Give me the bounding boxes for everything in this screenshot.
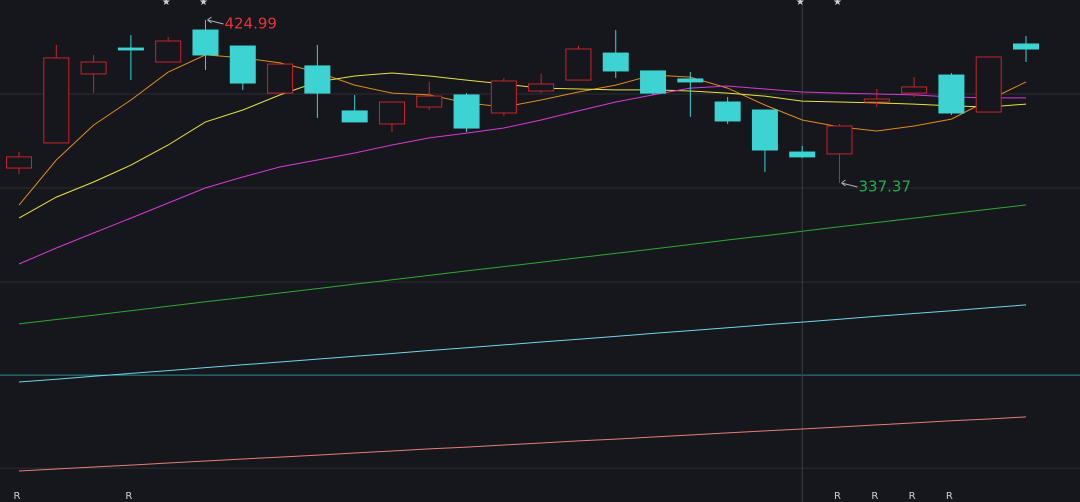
bottom-marker: R <box>909 491 916 502</box>
candle-body <box>267 63 294 94</box>
candle-body <box>826 125 853 155</box>
candle-body <box>528 83 555 92</box>
annotation-label: 337.37 <box>859 177 912 195</box>
bottom-marker: R <box>125 491 132 502</box>
annotation-label: 424.99 <box>224 14 277 32</box>
candle-body <box>453 94 480 129</box>
top-marker: ★ <box>162 0 171 8</box>
candle-body <box>565 48 592 81</box>
annotation-arrow <box>841 179 858 188</box>
ma-line <box>18 204 1027 325</box>
candle-body <box>714 101 741 122</box>
annotation-arrow <box>207 16 224 25</box>
candle-body <box>677 78 704 83</box>
candle-body <box>80 61 107 75</box>
candle-body <box>602 52 629 72</box>
candle-body <box>304 65 331 94</box>
ma-line <box>18 416 1027 472</box>
top-marker: ★ <box>833 0 842 8</box>
candle-body <box>117 47 144 51</box>
candle-body <box>378 101 405 125</box>
candle-body <box>1013 43 1039 50</box>
candle-body <box>901 86 928 94</box>
candle-body <box>43 57 70 144</box>
candle-body <box>938 74 965 114</box>
ma-line <box>18 72 1027 219</box>
candle-body <box>975 56 1002 113</box>
candle-body <box>155 40 182 63</box>
bottom-marker: R <box>834 491 841 502</box>
candle-body <box>416 95 443 108</box>
candle-body <box>6 156 32 169</box>
candle-body <box>789 151 816 158</box>
ma-line <box>18 85 1026 265</box>
candle-body <box>229 45 256 84</box>
top-marker: ★ <box>796 0 805 8</box>
bottom-marker: R <box>871 491 878 502</box>
bottom-marker: R <box>946 491 953 502</box>
candle-body <box>490 80 517 114</box>
candle-body <box>863 98 890 103</box>
candle-body <box>341 110 368 123</box>
bottom-marker: R <box>14 491 21 502</box>
candle-body <box>192 29 219 56</box>
candle-body <box>640 70 667 94</box>
ma-line <box>18 54 1027 206</box>
top-marker: ★ <box>199 0 208 8</box>
ma-line <box>18 304 1027 383</box>
candle-body <box>751 109 778 151</box>
